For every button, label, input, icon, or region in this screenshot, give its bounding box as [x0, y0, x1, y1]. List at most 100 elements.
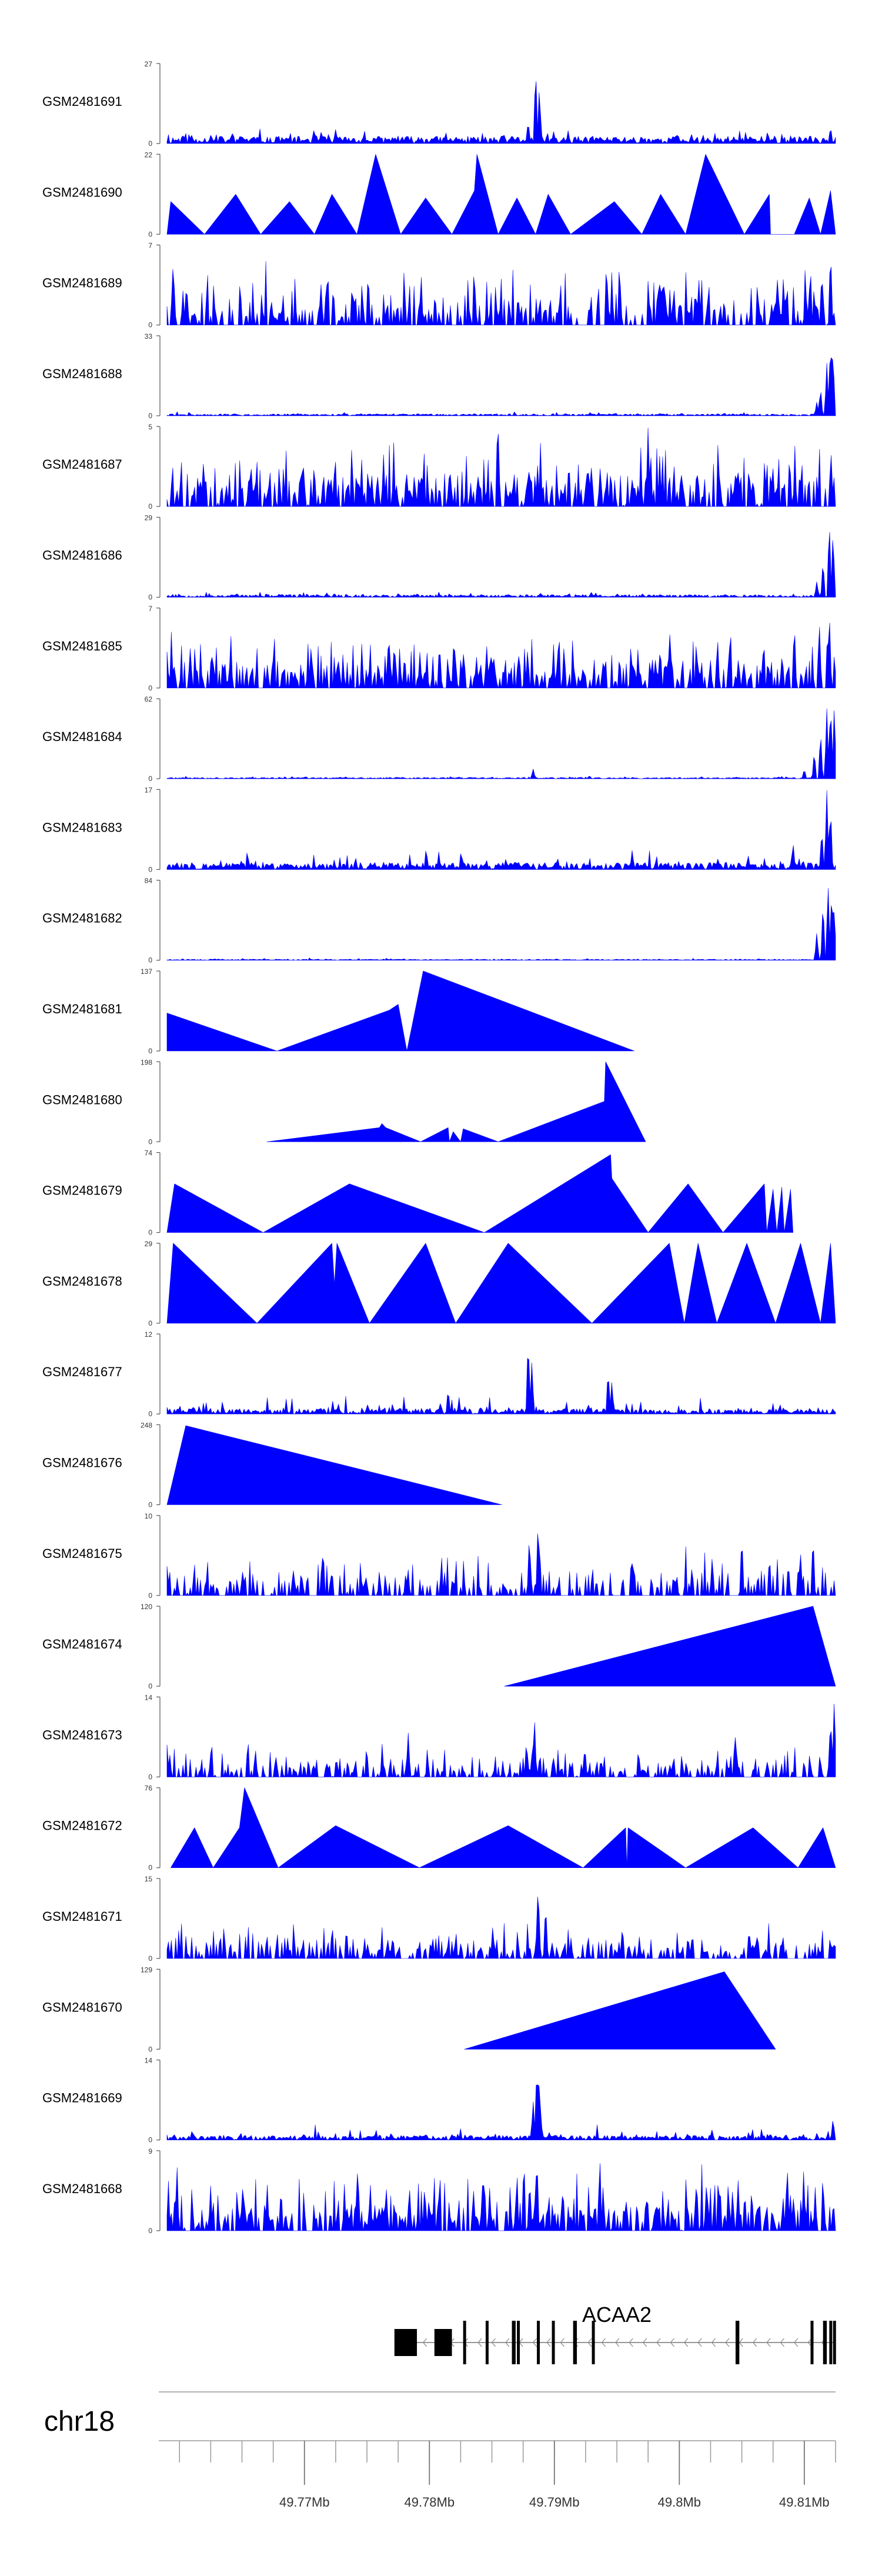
track-GSM2481673: GSM2481673 14 0	[42, 1693, 836, 1781]
track-GSM2481685: GSM2481685 7 0	[42, 605, 836, 692]
y-axis-zero-label: 0	[148, 956, 152, 965]
track-GSM2481677: GSM2481677 12 0	[42, 1330, 836, 1418]
strand-arrow-icon	[615, 2338, 620, 2347]
strand-arrow-icon	[601, 2338, 606, 2347]
y-axis-max-label: 29	[145, 1240, 153, 1248]
track-GSM2481679: GSM2481679 74 0	[42, 1149, 793, 1237]
exon	[485, 2321, 489, 2364]
y-axis-zero-label: 0	[148, 1410, 152, 1418]
y-axis-max-label: 7	[148, 605, 152, 613]
sample-label: GSM2481690	[42, 185, 122, 199]
track-GSM2481686: GSM2481686 29 0	[42, 514, 836, 602]
signal-area	[166, 790, 836, 870]
track-GSM2481668: GSM2481668 9 0	[42, 2147, 836, 2235]
strand-arrow-icon	[587, 2338, 592, 2347]
genome-axis: chr18 49.77Mb 49.78Mb 49.79Mb 49.8Mb 49.81Mb	[44, 2391, 836, 2510]
y-axis-max-label: 27	[145, 60, 153, 68]
sample-label: GSM2481682	[42, 911, 122, 926]
sample-label: GSM2481688	[42, 366, 122, 381]
strand-arrow-icon	[766, 2338, 771, 2347]
y-axis-zero-label: 0	[148, 1954, 152, 1963]
y-axis-zero-label: 0	[148, 2227, 152, 2235]
strand-arrow-icon	[711, 2338, 716, 2347]
track-GSM2481687: GSM2481687 5 0	[42, 423, 836, 510]
signal-area	[166, 1358, 836, 1414]
track-GSM2481684: GSM2481684 62 0	[42, 695, 836, 783]
y-axis-zero-label: 0	[148, 865, 152, 873]
strand-arrow-icon	[532, 2338, 537, 2347]
strand-arrow-icon	[629, 2338, 633, 2347]
y-axis-max-label: 12	[145, 1330, 153, 1339]
signal-area	[171, 1787, 836, 1868]
y-axis-zero-label: 0	[148, 1137, 152, 1146]
y-axis-zero-label: 0	[148, 1047, 152, 1055]
exon	[592, 2321, 595, 2364]
signal-area	[166, 532, 836, 598]
signal-area	[464, 1971, 776, 2050]
y-axis-max-label: 14	[145, 1693, 153, 1701]
sample-label: GSM2481675	[42, 1546, 122, 1561]
signal-tracks: GSM2481691270GSM2481690220GSM248168970GS…	[42, 60, 836, 2235]
sample-label: GSM2481672	[42, 1818, 122, 1833]
sample-label: GSM2481668	[42, 2181, 122, 2196]
strand-arrow-icon	[477, 2338, 482, 2347]
y-axis-max-label: 15	[145, 1875, 153, 1883]
track-GSM2481680: GSM2481680 198 0	[42, 1058, 646, 1146]
signal-area	[166, 2084, 836, 2140]
track-GSM2481682: GSM2481682 84 0	[42, 877, 836, 965]
track-GSM2481671: GSM2481671 15 0	[42, 1875, 836, 1963]
y-axis-zero-label: 0	[148, 2045, 152, 2053]
signal-area	[504, 1606, 836, 1687]
sample-label: GSM2481679	[42, 1183, 122, 1198]
y-axis-max-label: 137	[141, 967, 152, 976]
y-axis-max-label: 248	[141, 1422, 152, 1430]
y-axis-max-label: 120	[141, 1603, 152, 1611]
exon	[463, 2321, 466, 2364]
sample-label: GSM2481671	[42, 1909, 122, 1924]
sample-label: GSM2481669	[42, 2091, 122, 2105]
strand-arrow-icon	[684, 2338, 689, 2347]
track-GSM2481683: GSM2481683 17 0	[42, 786, 836, 873]
y-axis-zero-label: 0	[148, 1682, 152, 1690]
exon	[552, 2321, 555, 2364]
signal-area	[166, 1533, 836, 1596]
y-axis-max-label: 17	[145, 786, 153, 794]
gene-track: ACAA2	[394, 2303, 836, 2364]
y-axis-zero-label: 0	[148, 321, 152, 329]
strand-arrow-icon	[642, 2338, 647, 2347]
exon	[394, 2329, 417, 2356]
y-axis-max-label: 198	[141, 1058, 152, 1066]
track-GSM2481676: GSM2481676 248 0	[42, 1422, 502, 1509]
sample-label: GSM2481683	[42, 820, 122, 835]
y-axis-zero-label: 0	[148, 1229, 152, 1237]
signal-area	[166, 428, 836, 507]
axis-tick-label: 49.79Mb	[529, 2495, 580, 2510]
track-GSM2481681: GSM2481681 137 0	[42, 967, 635, 1055]
y-axis-zero-label: 0	[148, 684, 152, 692]
sample-label: GSM2481689	[42, 276, 122, 291]
y-axis-max-label: 62	[145, 695, 153, 703]
track-GSM2481674: GSM2481674 120 0	[42, 1603, 836, 1690]
exon	[512, 2321, 516, 2364]
y-axis-zero-label: 0	[148, 1501, 152, 1509]
exon	[823, 2321, 827, 2364]
sample-label: GSM2481677	[42, 1364, 122, 1379]
sample-label: GSM2481678	[42, 1274, 122, 1289]
y-axis-zero-label: 0	[148, 775, 152, 783]
y-axis-max-label: 29	[145, 514, 153, 522]
sample-label: GSM2481680	[42, 1092, 122, 1107]
sample-label: GSM2481670	[42, 2000, 122, 2014]
y-axis-max-label: 9	[148, 2147, 152, 2155]
signal-area	[166, 708, 836, 779]
sample-label: GSM2481686	[42, 548, 122, 563]
exon	[735, 2321, 740, 2364]
y-axis-max-label: 10	[145, 1512, 153, 1520]
axis-tick-label: 49.8Mb	[658, 2495, 701, 2510]
signal-area	[166, 261, 836, 325]
axis-tick-label: 49.78Mb	[404, 2495, 455, 2510]
y-axis-zero-label: 0	[148, 2136, 152, 2144]
signal-area	[166, 1154, 793, 1233]
strand-arrow-icon	[546, 2338, 551, 2347]
exon	[833, 2321, 836, 2364]
